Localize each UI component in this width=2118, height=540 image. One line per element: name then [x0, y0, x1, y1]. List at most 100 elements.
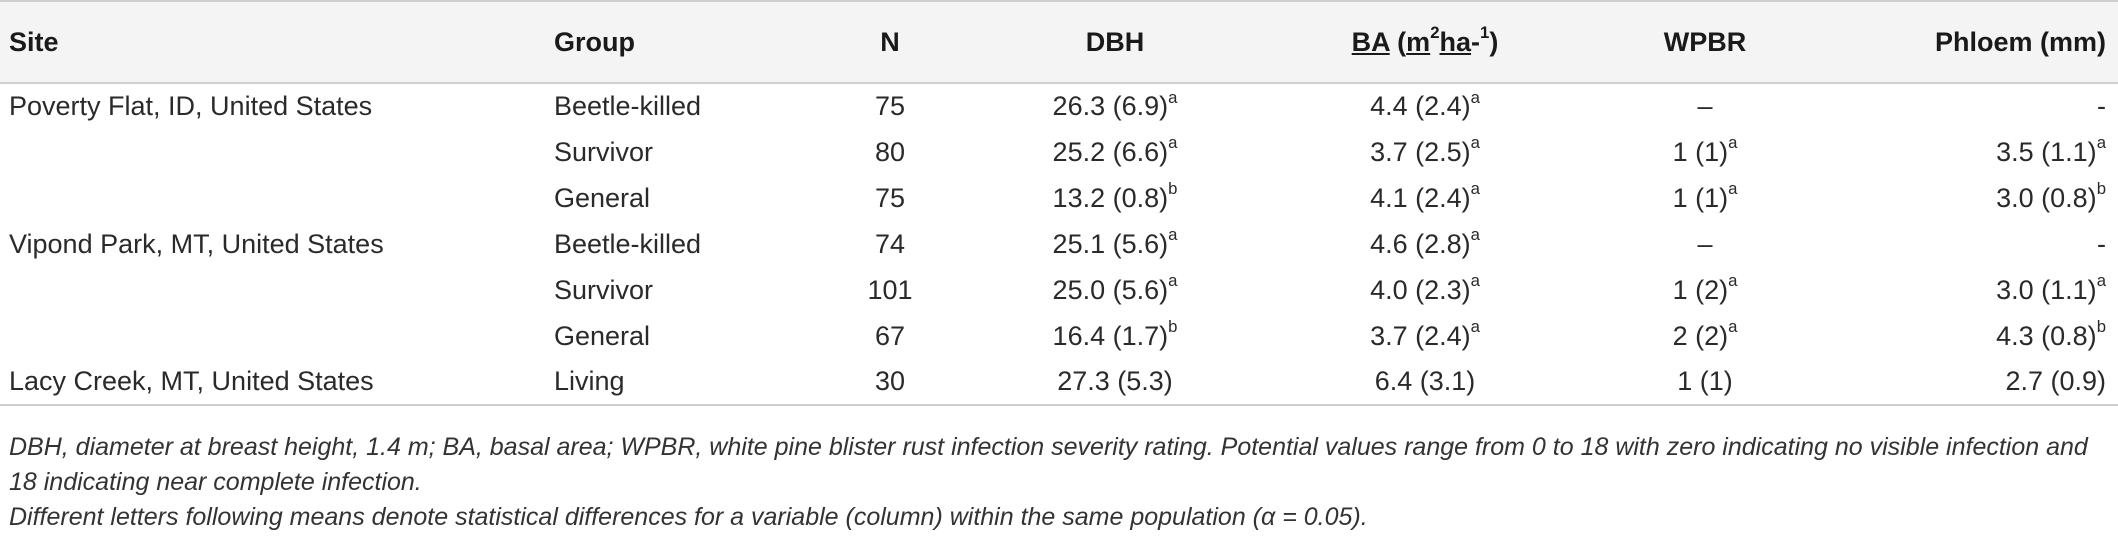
cell-wpbr-superscript: a [1728, 271, 1738, 290]
cell-group: Survivor [545, 267, 815, 313]
cell-n: 75 [815, 83, 965, 129]
cell-group: General [545, 313, 815, 359]
cell-wpbr: 1 (2)a [1585, 267, 1825, 313]
col-header-n: N [815, 0, 965, 84]
col-header-site: Site [0, 0, 545, 84]
cell-phloem-value: 3.0 (0.8) [1996, 182, 2097, 213]
cell-wpbr-value: 1 (2) [1672, 274, 1729, 305]
cell-group-value: Living [554, 366, 625, 396]
cell-dbh: 26.3 (6.9)a [965, 83, 1265, 129]
cell-ba: 3.7 (2.5)a [1265, 129, 1585, 175]
table-body: Poverty Flat, ID, United States Beetle-ki… [0, 83, 2118, 405]
table-row: General 67 16.4 (1.7)b 3.7 (2.4)a 2 (2)a 4.3 … [0, 313, 2118, 359]
cell-n-value: 101 [867, 274, 913, 305]
cell-dbh-value: 13.2 (0.8) [1052, 182, 1169, 213]
cell-wpbr: 1 (1)a [1585, 175, 1825, 221]
cell-dbh-superscript: a [1168, 87, 1178, 107]
cell-ba-value: 3.7 (2.5) [1370, 136, 1471, 167]
cell-dbh: 27.3 (5.3) [965, 359, 1265, 405]
col-header-dbh: DBH [965, 0, 1265, 84]
cell-dbh: 13.2 (0.8)b [965, 175, 1265, 221]
col-header-ba: BA (m2ha-1) [1265, 0, 1585, 84]
cell-site: Poverty Flat, ID, United States [0, 83, 545, 129]
table-row: Poverty Flat, ID, United States Beetle-ki… [0, 83, 2118, 129]
cell-site-value: Poverty Flat, ID, United States [9, 91, 373, 121]
cell-group: Survivor [545, 129, 815, 175]
ba-unit-exp2: 2 [1430, 23, 1440, 42]
cell-phloem-value: 2.7 (0.9) [2005, 366, 2106, 396]
cell-wpbr: 2 (2)a [1585, 313, 1825, 359]
cell-phloem-superscript: a [2096, 133, 2106, 152]
cell-site-value: Vipond Park, MT, United States [9, 228, 384, 259]
cell-wpbr-superscript: a [1728, 317, 1738, 336]
cell-wpbr-value: 1 (1) [1672, 136, 1729, 167]
ba-label: BA [1351, 26, 1390, 57]
cell-dbh-superscript: a [1168, 133, 1178, 152]
footnote-letters: Different letters following means denote… [9, 503, 1368, 531]
cell-n-value: 67 [874, 320, 906, 351]
ba-unit-close: ) [1489, 26, 1499, 57]
cell-group: General [545, 175, 815, 221]
cell-ba: 4.4 (2.4)a [1265, 83, 1585, 129]
cell-wpbr-value: 1 (1) [1672, 182, 1729, 213]
cell-group-value: Beetle-killed [554, 91, 702, 121]
cell-phloem: 3.5 (1.1)a [1825, 129, 2118, 175]
table-footnotes: DBH, diameter at breast height, 1.4 m; B… [9, 430, 2109, 535]
cell-ba-superscript: a [1470, 179, 1480, 198]
cell-dbh-value: 25.0 (5.6) [1052, 274, 1169, 305]
cell-dbh: 25.0 (5.6)a [965, 267, 1265, 313]
cell-phloem: 3.0 (0.8)b [1825, 175, 2118, 221]
table-row: Survivor 101 25.0 (5.6)a 4.0 (2.3)a 1 (2)a 3.… [0, 267, 2118, 313]
ba-unit-ha: ha [1439, 26, 1472, 57]
cell-phloem-value: 3.5 (1.1) [1996, 136, 2097, 167]
footnote-abbreviations: DBH, diameter at breast height, 1.4 m; B… [9, 433, 2088, 496]
cell-wpbr: 1 (1)a [1585, 129, 1825, 175]
cell-phloem-value: - [2097, 91, 2106, 121]
cell-phloem: - [1825, 221, 2118, 267]
ba-unit-minus: - [1471, 26, 1481, 57]
ba-unit-exp1: 1 [1480, 23, 1490, 42]
cell-wpbr-superscript: a [1728, 133, 1738, 152]
ba-unit-m: m [1406, 26, 1431, 57]
cell-site [0, 175, 545, 221]
cell-phloem-value: 3.0 (1.1) [1996, 274, 2097, 305]
cell-n-value: 80 [874, 136, 906, 167]
cell-ba-value: 3.7 (2.4) [1370, 320, 1471, 351]
cell-site: Vipond Park, MT, United States [0, 221, 545, 267]
cell-ba: 4.1 (2.4)a [1265, 175, 1585, 221]
cell-phloem-superscript: b [2096, 317, 2106, 336]
cell-dbh-superscript: a [1168, 225, 1178, 244]
cell-n: 75 [815, 175, 965, 221]
cell-site-value: Lacy Creek, MT, United States [9, 366, 374, 396]
cell-n: 74 [815, 221, 965, 267]
cell-ba-superscript: a [1470, 317, 1480, 336]
cell-dbh-value: 26.3 (6.9) [1052, 91, 1169, 121]
cell-dbh-value: 25.1 (5.6) [1052, 228, 1169, 259]
cell-n-value: 75 [874, 182, 906, 213]
cell-phloem-superscript: a [2096, 271, 2106, 290]
cell-wpbr-value: 1 (1) [1677, 366, 1733, 396]
cell-group: Beetle-killed [545, 83, 815, 129]
cell-n-value: 30 [874, 366, 906, 396]
col-header-group: Group [545, 0, 815, 84]
cell-n: 80 [815, 129, 965, 175]
cell-site [0, 313, 545, 359]
table-row: General 75 13.2 (0.8)b 4.1 (2.4)a 1 (1)a 3.0 … [0, 175, 2118, 221]
cell-n: 101 [815, 267, 965, 313]
cell-phloem: 4.3 (0.8)b [1825, 313, 2118, 359]
cell-phloem: 3.0 (1.1)a [1825, 267, 2118, 313]
cell-dbh: 16.4 (1.7)b [965, 313, 1265, 359]
cell-dbh-value: 16.4 (1.7) [1052, 320, 1169, 351]
cell-ba-value: 4.0 (2.3) [1370, 274, 1471, 305]
cell-ba: 4.6 (2.8)a [1265, 221, 1585, 267]
cell-group-value: Survivor [554, 136, 654, 167]
cell-ba-superscript: a [1470, 87, 1480, 107]
cell-group: Living [545, 359, 815, 405]
cell-dbh-superscript: a [1168, 271, 1178, 290]
cell-group-value: General [554, 320, 651, 351]
cell-ba-value: 4.1 (2.4) [1370, 182, 1471, 213]
cell-phloem-value: 4.3 (0.8) [1996, 320, 2097, 351]
cell-n-value: 74 [874, 228, 906, 259]
cell-dbh-value: 27.3 (5.3) [1057, 366, 1173, 396]
cell-dbh-value: 25.2 (6.6) [1052, 136, 1169, 167]
